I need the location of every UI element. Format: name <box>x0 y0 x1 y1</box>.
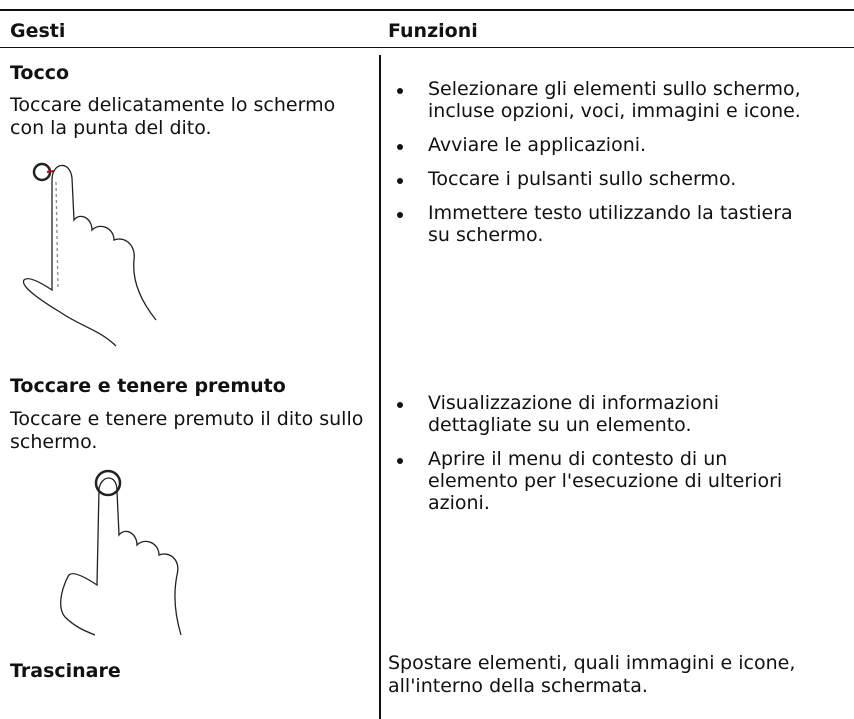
gesture-title: Toccare e tenere premuto <box>10 375 286 397</box>
function-list: Selezionare gli elementi sullo schermo, … <box>388 78 808 258</box>
function-item: Toccare i pulsanti sullo schermo. <box>388 168 808 190</box>
top-rule <box>0 9 854 11</box>
function-text: Spostare elementi, quali immagini e icon… <box>388 652 796 697</box>
header-gesture: Gesti <box>10 20 66 42</box>
gesture-description: Toccare delicatamente lo schermo con la … <box>10 94 336 139</box>
function-item: Immettere testo utilizzando la tastiera … <box>388 202 808 246</box>
column-divider <box>379 55 381 719</box>
hold-illustration <box>60 469 182 636</box>
gesture-title: Tocco <box>10 62 70 84</box>
function-list: Visualizzazione di informazioni dettagli… <box>388 392 808 526</box>
header-rule <box>0 47 854 48</box>
function-item: Avviare le applicazioni. <box>388 134 808 156</box>
tap-illustration <box>22 162 157 347</box>
gesture-description: Toccare e tenere premuto il dito sullo s… <box>10 408 364 453</box>
header-function: Funzioni <box>388 20 478 42</box>
function-item: Selezionare gli elementi sullo schermo, … <box>388 78 808 122</box>
gesture-title: Trascinare <box>10 660 121 682</box>
function-item: Visualizzazione di informazioni dettagli… <box>388 392 808 436</box>
function-item: Aprire il menu di contesto di un element… <box>388 448 808 514</box>
